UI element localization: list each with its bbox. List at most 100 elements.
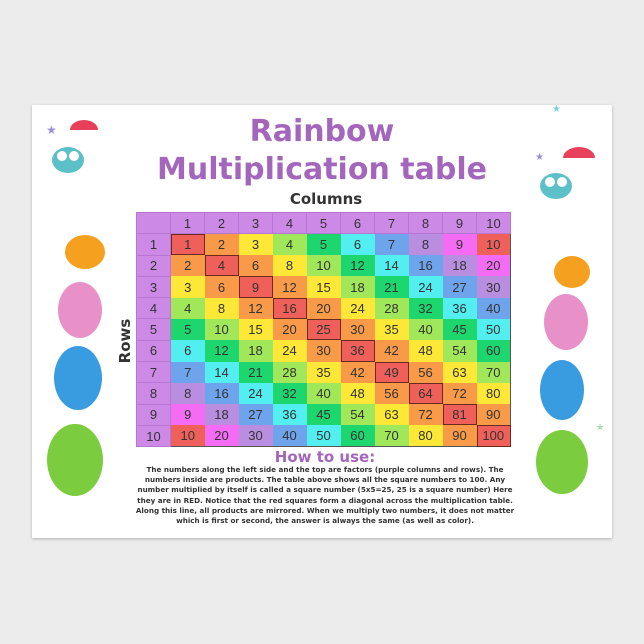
product-cell: 18 — [340, 276, 375, 298]
product-cell: 63 — [374, 404, 409, 426]
table-row: 2 2 4 6 8 10 12 14 16 18 20 — [136, 254, 511, 277]
svg-text:★: ★ — [46, 123, 57, 137]
product-cell: 12 — [204, 340, 239, 362]
header-row: 1 2 3 4 5 6 7 8 9 10 — [136, 211, 511, 235]
product-cell: 90 — [476, 404, 511, 426]
row-factor: 3 — [136, 275, 171, 299]
square-number-cell: 100 — [476, 425, 511, 447]
product-cell: 54 — [340, 404, 375, 426]
product-cell: 16 — [204, 382, 239, 405]
row-factor: 10 — [136, 424, 171, 448]
product-cell: 60 — [476, 340, 511, 362]
column-factor: 10 — [476, 211, 511, 235]
svg-text:★: ★ — [596, 423, 604, 433]
product-cell: 30 — [476, 276, 511, 298]
product-cell: 20 — [272, 318, 307, 341]
multiplication-table: 1 2 3 4 5 6 7 8 9 10 1 1 2 3 4 5 6 7 8 9 10 2 2 4 6 8 10 12 14 16 18 20… — [136, 211, 511, 448]
product-cell: 30 — [306, 340, 341, 362]
column-factor: 2 — [204, 211, 239, 235]
column-factor: 1 — [170, 211, 205, 235]
product-cell: 8 — [272, 255, 307, 277]
product-cell: 70 — [476, 361, 511, 383]
product-cell: 24 — [272, 340, 307, 362]
column-factor: 8 — [408, 211, 443, 235]
product-cell: 14 — [204, 361, 239, 383]
product-cell: 90 — [442, 425, 477, 447]
product-cell: 20 — [204, 425, 239, 447]
product-cell: 28 — [272, 361, 307, 383]
product-cell: 40 — [408, 318, 443, 341]
row-factor: 9 — [136, 403, 171, 426]
product-cell: 12 — [238, 297, 273, 319]
product-cell: 35 — [306, 361, 341, 383]
product-cell: 56 — [408, 361, 443, 383]
product-cell: 2 — [170, 255, 205, 277]
product-cell: 18 — [238, 340, 273, 362]
columns-label: Columns — [289, 190, 363, 208]
square-number-cell: 49 — [374, 361, 409, 383]
product-cell: 36 — [272, 404, 307, 426]
product-cell: 4 — [272, 233, 307, 256]
product-cell: 20 — [476, 255, 511, 277]
product-cell: 15 — [306, 276, 341, 298]
product-cell: 6 — [340, 233, 375, 256]
product-cell: 40 — [476, 297, 511, 319]
product-cell: 56 — [374, 382, 409, 405]
rows-label: Rows — [116, 318, 134, 364]
product-cell: 70 — [374, 425, 409, 447]
product-cell: 40 — [272, 425, 307, 447]
product-cell: 50 — [306, 425, 341, 447]
product-cell: 42 — [374, 340, 409, 362]
row-factor: 2 — [136, 254, 171, 277]
column-factor: 5 — [306, 211, 341, 235]
product-cell: 16 — [408, 255, 443, 277]
product-cell: 72 — [408, 404, 443, 426]
table-row: 4 4 8 12 16 20 24 28 32 36 40 — [136, 297, 511, 320]
square-number-cell: 25 — [306, 318, 341, 341]
product-cell: 3 — [238, 233, 273, 256]
product-cell: 30 — [340, 318, 375, 341]
product-cell: 9 — [170, 404, 205, 426]
product-cell: 21 — [238, 361, 273, 383]
howto-text: The numbers along the left side and the … — [135, 465, 515, 526]
product-cell: 48 — [408, 340, 443, 362]
product-cell: 35 — [374, 318, 409, 341]
product-cell: 6 — [238, 255, 273, 277]
product-cell: 45 — [442, 318, 477, 341]
row-factor: 6 — [136, 339, 171, 363]
table-row: 3 3 6 9 12 15 18 21 24 27 30 — [136, 275, 511, 299]
product-cell: 12 — [340, 255, 375, 277]
product-cell: 5 — [170, 318, 205, 341]
product-cell: 36 — [442, 297, 477, 319]
product-cell: 6 — [170, 340, 205, 362]
square-number-cell: 1 — [170, 233, 205, 256]
title-line-2: Multiplication table — [157, 152, 487, 187]
product-cell: 27 — [238, 404, 273, 426]
product-cell: 5 — [306, 233, 341, 256]
product-cell: 32 — [408, 297, 443, 319]
product-cell: 7 — [374, 233, 409, 256]
square-number-cell: 36 — [340, 340, 375, 362]
product-cell: 45 — [306, 404, 341, 426]
row-factor: 4 — [136, 297, 171, 320]
product-cell: 18 — [204, 404, 239, 426]
svg-text:★: ★ — [535, 152, 544, 163]
product-cell: 10 — [476, 233, 511, 256]
table-row: 5 5 10 15 20 25 30 35 40 45 50 — [136, 318, 511, 341]
table-row: 7 7 14 21 28 35 42 49 56 63 70 — [136, 361, 511, 384]
product-cell: 14 — [374, 255, 409, 277]
product-cell: 4 — [170, 297, 205, 319]
product-cell: 80 — [408, 425, 443, 447]
column-factor: 4 — [272, 211, 307, 235]
product-cell: 24 — [408, 276, 443, 298]
product-cell: 2 — [204, 233, 239, 256]
product-cell: 15 — [238, 318, 273, 341]
product-cell: 32 — [272, 382, 307, 405]
product-cell: 6 — [204, 276, 239, 298]
column-factor: 6 — [340, 211, 375, 235]
product-cell: 72 — [442, 382, 477, 405]
column-factor: 7 — [374, 211, 409, 235]
table-row: 8 8 16 24 32 40 48 56 64 72 80 — [136, 382, 511, 405]
row-factor: 1 — [136, 233, 171, 256]
